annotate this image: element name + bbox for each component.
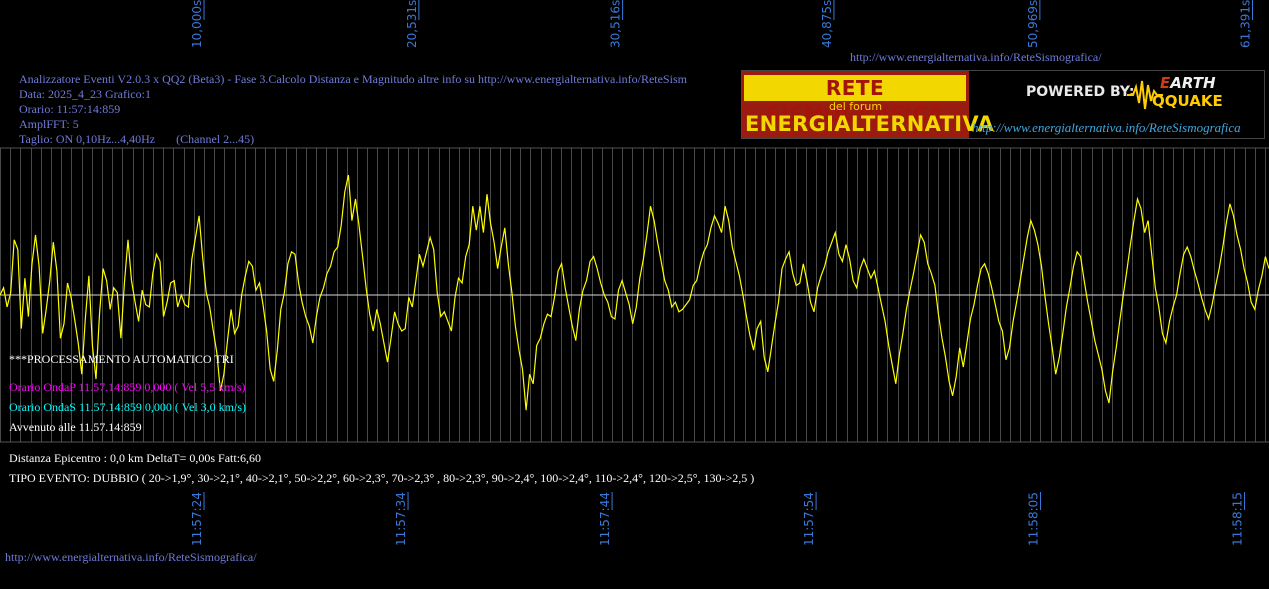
event-time: Avvenuto alle 11.57.14:859 <box>9 420 142 434</box>
banner-title: RETE SISMOGRAFICA <box>744 75 966 126</box>
banner-powered-by: POWERED BY: <box>1026 84 1135 100</box>
info-filter: Taglio: ON 0,10Hz...4,40Hz (Channel 2...… <box>19 132 255 146</box>
bottom-url[interactable]: http://www.energialternativa.info/ReteSi… <box>5 550 257 564</box>
seismograph-logo-icon <box>1127 80 1163 110</box>
rete-sismografica-banner[interactable]: RETE SISMOGRAFICA del forum ENERGIALTERN… <box>741 70 1265 139</box>
time-tick-label: 11:57:44 <box>598 492 612 546</box>
top-url[interactable]: http://www.energialternativa.info/ReteSi… <box>850 50 1102 64</box>
epicenter-distance: Distanza Epicentro : 0,0 km DeltaT= 0,00… <box>9 451 262 465</box>
banner-url[interactable]: http://www.energialternativa.info/ReteSi… <box>972 120 1241 135</box>
time-tick-label: 11:57:24 <box>190 492 204 546</box>
info-time: Orario: 11:57:14:859 <box>19 102 121 116</box>
seconds-tick-label: 40,875s <box>820 0 834 48</box>
seconds-tick-label: 30,516s <box>609 0 623 48</box>
time-tick-label: 11:58:15 <box>1231 492 1245 546</box>
seconds-tick-label: 10,000s <box>190 0 204 48</box>
time-tick-label: 11:57:54 <box>802 492 816 546</box>
info-date: Data: 2025_4_23 Grafico:1 <box>19 87 151 101</box>
onda-p-time: Orario OndaP 11.57.14:859 0,000 ( Vel 5,… <box>9 380 246 394</box>
qquake-logo-text: QQUAKE <box>1152 92 1223 110</box>
bottom-axis-ticks: 11:57:24 11:57:34 11:57:44 11:57:54 11:58:05… <box>190 492 1246 546</box>
event-type: TIPO EVENTO: DUBBIO ( 20->1,9°, 30->2,1°… <box>9 471 755 485</box>
app-title: Analizzatore Eventi V2.0.3 x QQ2 (Beta3)… <box>19 72 687 86</box>
banner-subtitle: del forum <box>828 100 883 113</box>
processing-header: ***PROCESSAMENTO AUTOMATICO TRI <box>9 352 234 366</box>
time-tick-label: 11:57:34 <box>394 492 408 546</box>
seismic-trace <box>0 174 1269 411</box>
top-axis-ticks: 10,000s 20,531s 30,516s 40,875s 50,969s 61,39… <box>190 0 1253 48</box>
earth-logo-text: EARTH <box>1160 74 1216 92</box>
onda-s-time: Orario OndaS 11.57.14:859 0,000 ( Vel 3,… <box>9 400 246 414</box>
seconds-tick-label: 61,391s <box>1238 0 1252 48</box>
info-amplfft: AmplFFT: 5 <box>19 117 79 131</box>
seconds-tick-label: 20,531s <box>405 0 419 48</box>
banner-forum-name: ENERGIALTERNATIVA <box>745 112 994 136</box>
time-tick-label: 11:58:05 <box>1026 492 1040 546</box>
seconds-tick-label: 50,969s <box>1026 0 1040 48</box>
